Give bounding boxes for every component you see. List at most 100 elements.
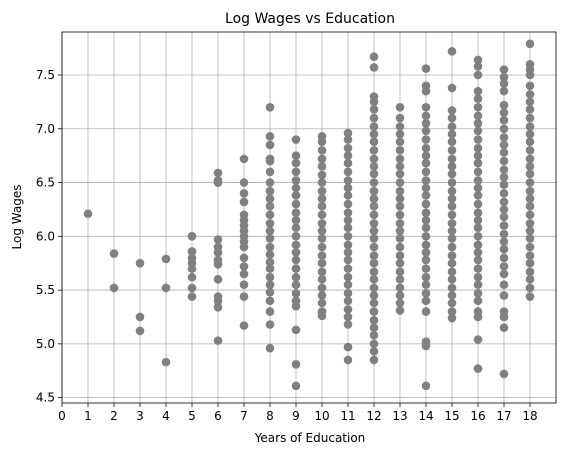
- data-point: [447, 283, 457, 293]
- data-point: [317, 251, 327, 260]
- data-point: [291, 272, 301, 282]
- y-tick-label: 7.0: [36, 122, 55, 136]
- data-point: [447, 186, 457, 196]
- data-point: [239, 242, 249, 252]
- data-point: [239, 189, 249, 198]
- data-point: [239, 269, 249, 279]
- data-point: [499, 124, 509, 134]
- data-point: [499, 262, 509, 271]
- data-point: [161, 283, 171, 293]
- data-point: [239, 253, 249, 263]
- data-point: [473, 223, 483, 233]
- data-point: [499, 108, 509, 117]
- data-point: [525, 186, 535, 196]
- data-point: [473, 111, 483, 121]
- data-point: [291, 381, 301, 391]
- data-point: [395, 219, 405, 228]
- data-point: [369, 307, 379, 316]
- data-point: [291, 183, 301, 193]
- data-point: [473, 183, 483, 193]
- data-point: [265, 307, 275, 316]
- data-points: [83, 39, 535, 391]
- data-point: [369, 97, 379, 107]
- data-point: [343, 272, 353, 282]
- data-point: [447, 291, 457, 300]
- data-point: [239, 262, 249, 271]
- data-point: [473, 119, 483, 128]
- data-point: [317, 242, 327, 252]
- x-tick-label: 12: [366, 409, 381, 423]
- data-point: [473, 62, 483, 71]
- data-point: [239, 178, 249, 187]
- data-point: [447, 275, 457, 284]
- data-point: [447, 194, 457, 203]
- data-point: [317, 291, 327, 300]
- data-point: [135, 258, 145, 268]
- data-point: [473, 289, 483, 298]
- data-point: [421, 126, 431, 136]
- data-point: [447, 145, 457, 155]
- data-point: [473, 143, 483, 153]
- data-point: [291, 325, 301, 335]
- data-point: [395, 201, 405, 211]
- data-point: [291, 199, 301, 209]
- data-point: [213, 168, 223, 178]
- data-point: [265, 296, 275, 306]
- data-point: [291, 248, 301, 257]
- data-point: [265, 272, 275, 282]
- data-point: [421, 381, 431, 391]
- data-point: [369, 298, 379, 308]
- data-point: [525, 90, 535, 99]
- plot-frame: [61, 31, 557, 404]
- data-point: [421, 289, 431, 298]
- x-tick-label: 13: [392, 409, 407, 423]
- data-point: [343, 240, 353, 250]
- data-point: [499, 291, 509, 300]
- data-point: [291, 176, 301, 185]
- data-point: [395, 194, 405, 203]
- data-point: [447, 267, 457, 277]
- data-point: [343, 320, 353, 329]
- data-point: [395, 137, 405, 146]
- data-point: [499, 165, 509, 174]
- data-point: [421, 280, 431, 290]
- data-point: [187, 247, 197, 256]
- data-point: [525, 81, 535, 91]
- data-point: [447, 298, 457, 308]
- data-point: [447, 137, 457, 146]
- data-point: [499, 180, 509, 190]
- data-point: [161, 357, 171, 367]
- x-tick-label: 1: [84, 409, 92, 423]
- data-point: [499, 72, 509, 82]
- data-point: [369, 291, 379, 300]
- data-point: [421, 223, 431, 233]
- data-point: [213, 259, 223, 269]
- data-point: [369, 226, 379, 236]
- data-point: [369, 178, 379, 187]
- data-point: [525, 275, 535, 284]
- data-point: [499, 156, 509, 166]
- data-point: [499, 205, 509, 214]
- data-point: [187, 232, 197, 241]
- data-point: [135, 326, 145, 336]
- data-point: [473, 94, 483, 103]
- data-point: [291, 280, 301, 290]
- data-point: [369, 113, 379, 123]
- data-point: [369, 234, 379, 243]
- data-point: [369, 355, 379, 365]
- data-point: [473, 296, 483, 306]
- data-point: [499, 212, 509, 222]
- data-point: [395, 162, 405, 171]
- data-point: [421, 208, 431, 217]
- data-point: [499, 65, 509, 74]
- data-point: [499, 115, 509, 125]
- data-point: [369, 122, 379, 131]
- data-point: [369, 169, 379, 179]
- data-point: [369, 210, 379, 220]
- data-point: [395, 145, 405, 155]
- data-point: [265, 320, 275, 329]
- data-point: [291, 151, 301, 160]
- data-point: [369, 194, 379, 203]
- data-point: [447, 307, 457, 316]
- data-point: [421, 248, 431, 257]
